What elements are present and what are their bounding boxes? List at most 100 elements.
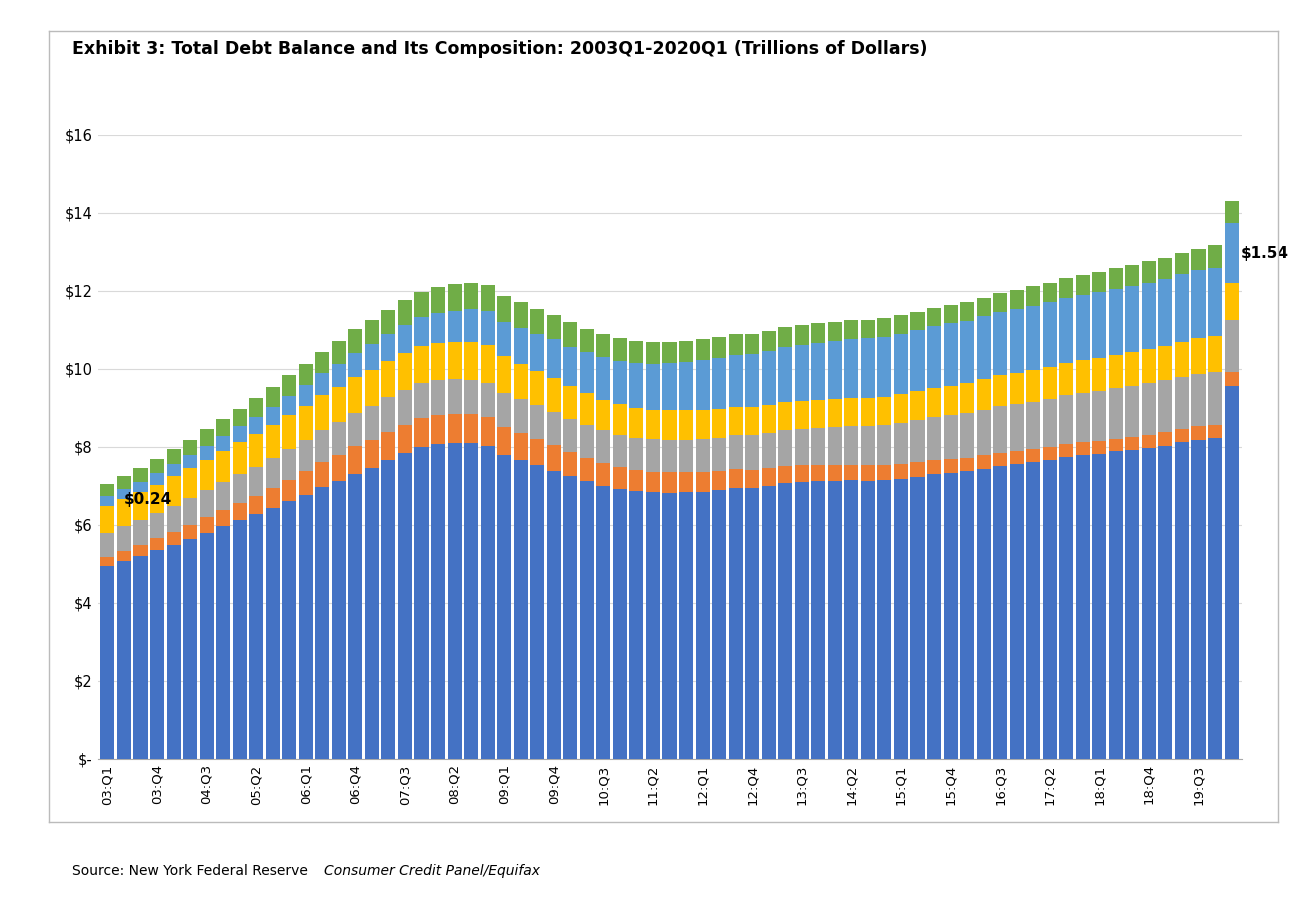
Bar [828,481,842,759]
Bar [1208,268,1222,336]
Bar [233,520,247,759]
Bar [100,497,114,506]
Bar [464,380,478,414]
Bar [250,467,263,496]
Bar [959,321,974,383]
Bar [250,399,263,417]
Text: Exhibit 3: Total Debt Balance and Its Composition: 2003Q1-2020Q1 (Trillions of D: Exhibit 3: Total Debt Balance and Its Co… [72,40,927,58]
Bar [332,341,346,364]
Bar [844,480,858,759]
Bar [316,462,329,487]
Bar [233,427,247,443]
Bar [927,417,941,460]
Bar [993,375,1008,406]
Bar [432,415,445,444]
Bar [612,404,627,435]
Bar [464,283,478,310]
Bar [530,405,545,439]
Bar [976,469,991,759]
Bar [663,472,676,493]
Bar [844,339,858,398]
Bar [1158,381,1173,432]
Bar [1175,342,1190,376]
Bar [861,339,875,398]
Bar [944,323,958,385]
Bar [134,492,147,521]
Bar [134,521,147,545]
Bar [497,357,511,393]
Bar [712,337,727,357]
Bar [1010,373,1023,404]
Bar [332,454,346,480]
Bar [1026,370,1040,401]
Bar [597,486,611,759]
Bar [646,342,660,364]
Bar [563,418,577,452]
Bar [679,472,693,492]
Bar [844,426,858,464]
Bar [728,334,742,355]
Bar [134,482,147,492]
Bar [779,328,792,347]
Bar [1208,438,1222,759]
Bar [1060,298,1074,363]
Bar [629,363,644,408]
Bar [166,450,181,464]
Bar [712,471,727,490]
Bar [959,471,974,759]
Bar [1192,440,1205,759]
Bar [1192,270,1205,339]
Bar [828,400,842,427]
Bar [332,387,346,422]
Bar [612,467,627,489]
Bar [432,287,445,313]
Bar [894,423,907,464]
Bar [481,383,495,418]
Bar [1043,366,1057,399]
Bar [1060,457,1074,759]
Bar [183,539,198,759]
Bar [1192,374,1205,427]
Bar [794,345,809,401]
Bar [779,483,792,759]
Bar [597,357,611,400]
Bar [959,413,974,458]
Bar [547,471,560,759]
Bar [1192,339,1205,374]
Bar [547,339,560,378]
Bar [547,445,560,471]
Bar [629,408,644,438]
Bar [944,459,958,473]
Bar [779,430,792,466]
Bar [1158,445,1173,759]
Bar [679,362,693,410]
Bar [1208,336,1222,372]
Bar [150,485,164,513]
Bar [514,400,528,434]
Bar [481,418,495,445]
Bar [250,417,263,435]
Bar [1010,290,1023,309]
Bar [415,346,429,383]
Bar [1141,283,1156,349]
Bar [1175,442,1190,759]
Bar [580,329,594,352]
Bar [861,426,875,465]
Bar [1092,453,1106,759]
Bar [233,443,247,474]
Bar [216,482,230,509]
Bar [183,524,198,539]
Bar [1225,386,1239,759]
Bar [728,407,742,436]
Bar [1010,464,1023,759]
Bar [216,451,230,482]
Bar [365,369,380,406]
Bar [762,468,776,486]
Bar [1060,363,1074,395]
Bar [398,353,412,390]
Bar [547,315,560,339]
Bar [1208,372,1222,425]
Bar [712,357,727,409]
Bar [1208,425,1222,438]
Bar [1060,395,1074,445]
